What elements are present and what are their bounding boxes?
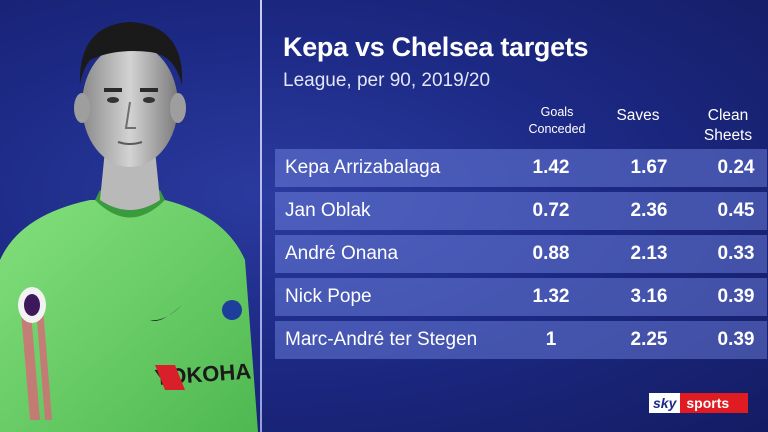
table-row: Nick Pope 1.32 3.16 0.39 [275, 278, 767, 316]
player-name: André Onana [285, 243, 399, 264]
column-header-saves: Saves [616, 107, 660, 124]
saves-value: 2.25 [630, 329, 668, 350]
sky-sports-logo: sky sports [649, 393, 748, 413]
goals-conceded-value: 1.42 [532, 157, 570, 178]
clean-sheets-value: 0.24 [717, 157, 755, 178]
saves-value: 2.36 [630, 200, 668, 221]
divider-line [260, 0, 262, 432]
player-name: Kepa Arrizabalaga [285, 157, 441, 178]
player-name: Nick Pope [285, 286, 372, 307]
column-header-goals-conceded: Goals Conceded [528, 105, 586, 136]
clean-sheets-value: 0.39 [717, 329, 755, 350]
saves-value: 1.67 [630, 157, 668, 178]
goals-conceded-value: 1.32 [532, 286, 570, 307]
goals-conceded-value: 0.88 [532, 243, 570, 264]
goals-conceded-value: 0.72 [532, 200, 570, 221]
page-subtitle: League, per 90, 2019/20 [283, 70, 491, 91]
table-row: André Onana 0.88 2.13 0.33 [275, 235, 767, 273]
saves-value: 2.13 [630, 243, 668, 264]
clean-sheets-value: 0.33 [717, 243, 755, 264]
clean-sheets-value: 0.39 [717, 286, 755, 307]
logo-sky-text: sky [649, 393, 681, 413]
player-photo: YOKOHA [0, 0, 258, 432]
saves-value: 3.16 [630, 286, 668, 307]
stats-table: Kepa Arrizabalaga 1.42 1.67 0.24 Jan Obl… [275, 149, 767, 364]
table-row: Marc-André ter Stegen 1 2.25 0.39 [275, 321, 767, 359]
logo-sports-text: sports [680, 393, 748, 413]
player-name: Jan Oblak [285, 200, 371, 221]
goals-conceded-value: 1 [545, 329, 557, 350]
clean-sheets-value: 0.45 [717, 200, 755, 221]
table-row: Jan Oblak 0.72 2.36 0.45 [275, 192, 767, 230]
column-header-clean-sheets: Clean Sheets [703, 107, 753, 144]
page-title: Kepa vs Chelsea targets [283, 32, 589, 62]
player-name: Marc-André ter Stegen [285, 329, 478, 350]
table-row: Kepa Arrizabalaga 1.42 1.67 0.24 [275, 149, 767, 187]
